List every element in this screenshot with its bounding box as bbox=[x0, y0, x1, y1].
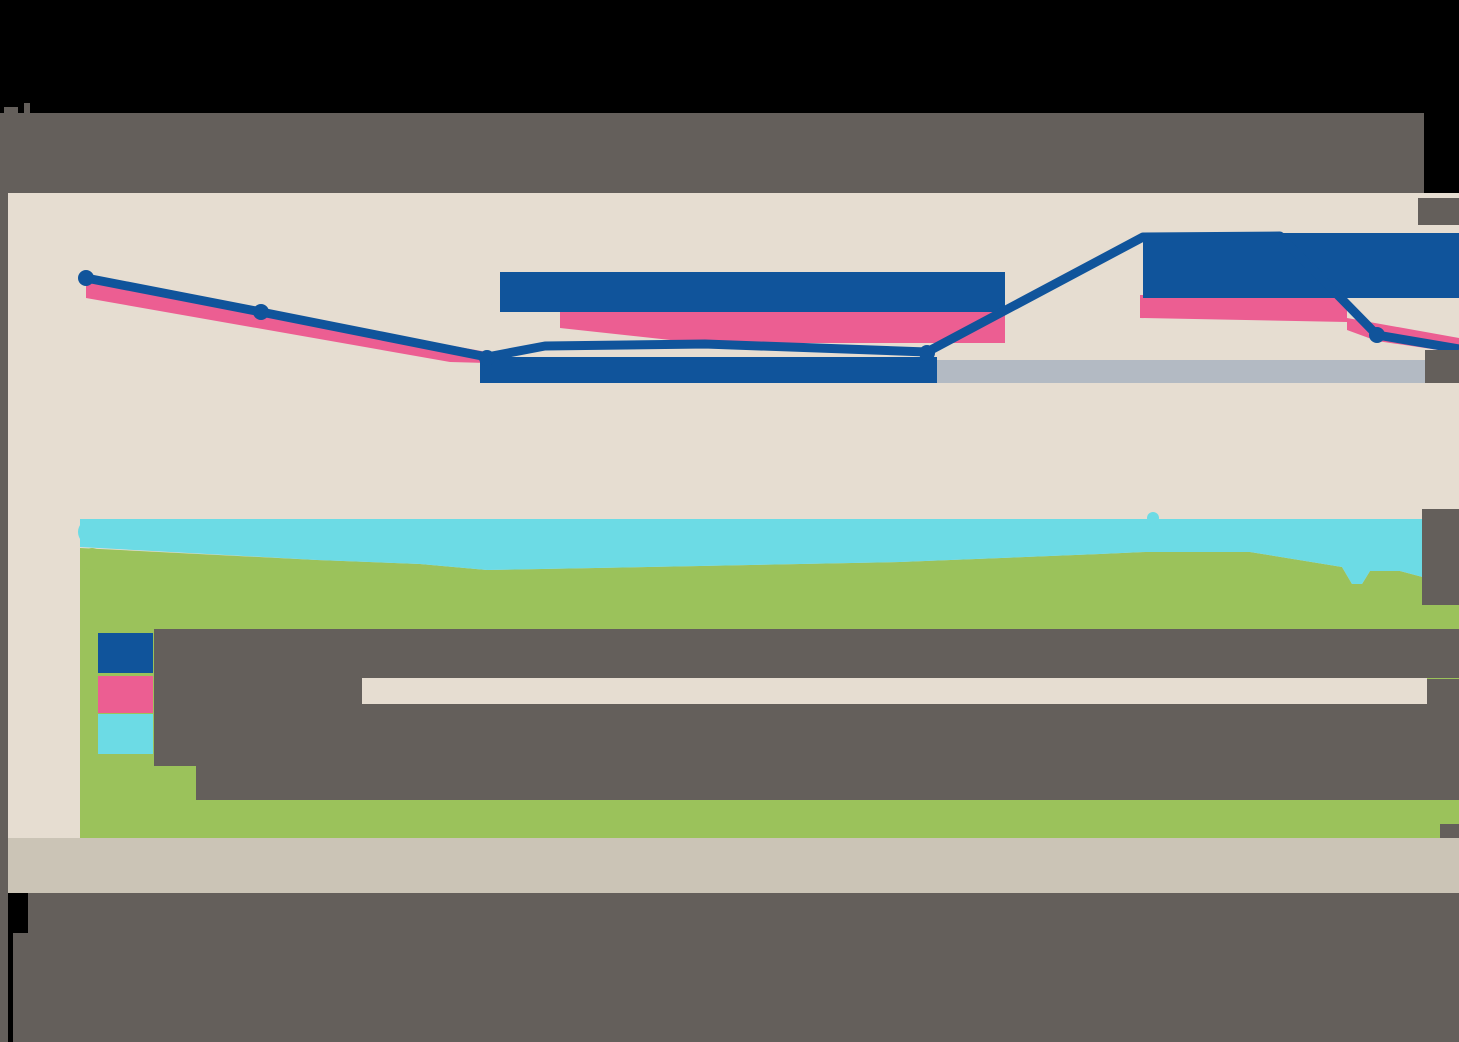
cyan-series-band bbox=[80, 519, 1459, 588]
forecast-band-gray bbox=[937, 360, 1425, 383]
title-redacted-block bbox=[4, 113, 1424, 193]
blue-label-block-lower bbox=[480, 357, 937, 383]
title-fragment-1 bbox=[4, 107, 18, 113]
legend-key-blue bbox=[98, 633, 153, 673]
blue-marker-5 bbox=[1369, 327, 1385, 343]
legend-label-row1-redacted bbox=[154, 629, 1459, 678]
legend-label-row2-redacted bbox=[154, 678, 362, 704]
pink-series-band-middle bbox=[560, 312, 1005, 343]
cyan-top-marker bbox=[1147, 512, 1159, 524]
blue-marker-3 bbox=[479, 350, 495, 366]
left-edge-line bbox=[0, 113, 8, 1042]
blue-marker-1 bbox=[78, 270, 94, 286]
blue-label-block-mid bbox=[500, 272, 1005, 312]
blue-label-block-topright bbox=[1143, 233, 1459, 298]
axis-label-top-right-2 bbox=[1425, 350, 1459, 383]
axis-label-bottom-right-1 bbox=[1422, 509, 1459, 605]
blue-marker-2 bbox=[253, 304, 269, 320]
legend-key-cyan bbox=[98, 714, 153, 754]
pink-label-block-right bbox=[1140, 295, 1347, 322]
green-left-cap bbox=[81, 548, 103, 570]
legend-key-green bbox=[98, 757, 153, 797]
legend-label-row4-redacted bbox=[196, 766, 1459, 800]
blue-series-line bbox=[85, 231, 1459, 362]
axis-label-bottom-right-2 bbox=[1427, 679, 1459, 704]
footer-redacted-block bbox=[13, 933, 1459, 1042]
footer-redacted-line1 bbox=[28, 893, 1459, 933]
legend-row2-background-gap bbox=[362, 678, 1427, 704]
bottom-band-taupe bbox=[8, 838, 1459, 893]
legend-key-pink bbox=[98, 676, 153, 713]
legend-label-row3-redacted bbox=[154, 704, 1459, 766]
title-fragment-2 bbox=[24, 103, 30, 113]
blue-marker-4 bbox=[919, 345, 935, 361]
cyan-left-cap bbox=[78, 519, 104, 545]
axis-label-top-right-1 bbox=[1418, 198, 1459, 225]
